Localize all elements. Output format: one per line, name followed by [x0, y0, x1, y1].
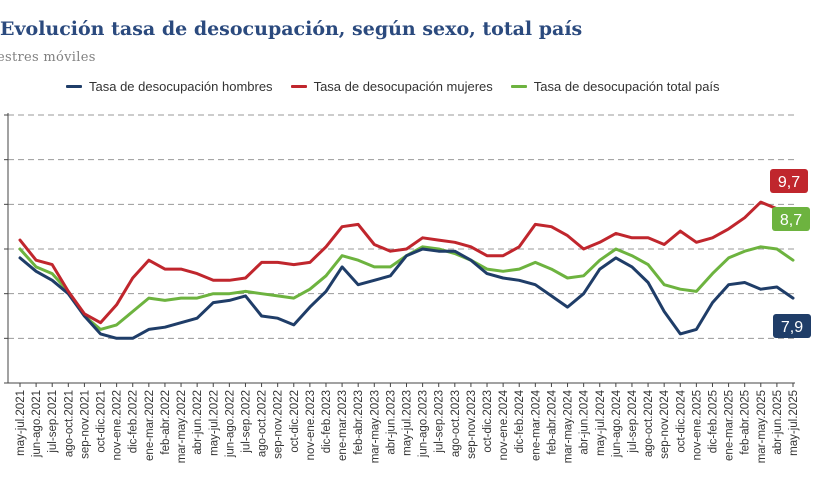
x-tick-label: dic-feb.2023 — [321, 390, 333, 453]
x-tick-label: dic-feb.2025 — [707, 390, 719, 453]
legend-item-total: Tasa de desocupación total país — [510, 79, 720, 94]
x-tick-label: ago-oct.2024 — [643, 389, 655, 457]
x-tick-label: abr-jun.2023 — [385, 390, 397, 455]
end-value-label: 9,7 — [778, 174, 800, 191]
series-line-total — [18, 245, 795, 331]
x-tick-label: feb-abr.2025 — [740, 390, 752, 455]
chart-subtitle: estres móviles — [0, 50, 96, 65]
x-tick-label: nov-ene.2025 — [691, 390, 703, 460]
x-tick-label: sep-nov.2022 — [273, 390, 285, 459]
legend-swatch-total — [510, 85, 527, 88]
x-tick-label: abr-jun.2022 — [192, 390, 204, 455]
x-tick-label: nov-ene.2022 — [112, 390, 124, 460]
x-tick-label: oct-dic.2024 — [675, 389, 687, 452]
x-tick-label: ago-oct.2023 — [450, 390, 462, 457]
x-tick-label: nov-ene.2023 — [305, 390, 317, 460]
x-tick-label: jun-ago.2021 — [31, 390, 43, 458]
x-tick-label: dic-feb.2022 — [128, 390, 140, 453]
legend-label-hombres: Tasa de desocupación hombres — [89, 79, 273, 94]
x-tick-label: jul-sep.2023 — [434, 390, 446, 454]
x-tick-label: may-jul.2023 — [402, 390, 414, 456]
x-tick-label: feb-abr.2024 — [546, 389, 558, 454]
x-tick-label: sep-nov.2021 — [79, 390, 91, 459]
x-tick-label: may-jul.2022 — [208, 390, 220, 456]
x-tick-label: ago-oct.2021 — [63, 390, 75, 457]
x-tick-label: ene-mar.2023 — [337, 390, 349, 461]
legend-item-mujeres: Tasa de desocupación mujeres — [290, 79, 493, 94]
x-tick-label: may-jul.2025 — [788, 390, 800, 456]
end-value-badge — [770, 169, 808, 193]
end-value-badge — [772, 207, 810, 231]
legend-label-mujeres: Tasa de desocupación mujeres — [313, 79, 493, 94]
x-tick-label: mar-may.2025 — [756, 390, 768, 463]
series-line-mujeres — [18, 200, 795, 325]
legend-swatch-hombres — [66, 85, 82, 88]
x-tick-label: oct-dic.2021 — [96, 390, 108, 453]
x-tick-label: dic-feb.2024 — [514, 389, 526, 453]
x-tick-label: mar-may.2022 — [176, 390, 188, 463]
end-value-label: 8,7 — [780, 212, 802, 229]
x-tick-label: sep-nov.2024 — [659, 389, 671, 458]
x-tick-label: feb-abr.2023 — [353, 390, 365, 455]
x-tick-label: ago-oct.2022 — [257, 390, 269, 457]
x-tick-label: jun-ago.2022 — [224, 390, 236, 458]
x-tick-label: mar-may.2024 — [563, 389, 575, 463]
x-tick-label: may-jul.2021 — [15, 390, 27, 456]
x-tick-label: sep-nov.2023 — [466, 390, 478, 459]
end-value-label: 7,9 — [781, 319, 803, 336]
x-tick-label: may-jul.2024 — [595, 389, 607, 455]
chart-title: Evolución tasa de desocupación, según se… — [0, 18, 583, 40]
legend-item-hombres: Tasa de desocupación hombres — [66, 79, 273, 94]
x-tick-label: abr-jun.2024 — [579, 389, 591, 454]
x-tick-label: ene-mar.2025 — [724, 390, 736, 461]
x-tick-label: jul-sep.2024 — [627, 389, 639, 453]
x-tick-label: jul-sep.2021 — [47, 390, 59, 454]
x-tick-label: oct-dic.2022 — [289, 390, 301, 453]
x-tick-label: nov-ene.2024 — [498, 389, 510, 460]
x-tick-label: feb-abr.2022 — [160, 390, 172, 455]
legend-label-total: Tasa de desocupación total país — [533, 79, 720, 94]
end-value-badge — [773, 314, 811, 338]
chart-legend: Tasa de desocupación hombres Tasa de des… — [66, 79, 738, 94]
series-line-hombres — [18, 247, 795, 340]
x-tick-label: jul-sep.2022 — [240, 390, 252, 454]
x-tick-label: mar-may.2023 — [369, 390, 381, 463]
x-tick-label: jun-ago.2024 — [611, 389, 623, 458]
x-tick-label: oct-dic.2023 — [482, 390, 494, 453]
x-tick-label: abr-jun.2025 — [772, 390, 784, 455]
x-tick-label: ene-mar.2024 — [530, 389, 542, 461]
x-tick-label: jun-ago.2023 — [418, 390, 430, 458]
x-tick-label: ene-mar.2022 — [144, 390, 156, 461]
legend-swatch-mujeres — [290, 85, 307, 88]
